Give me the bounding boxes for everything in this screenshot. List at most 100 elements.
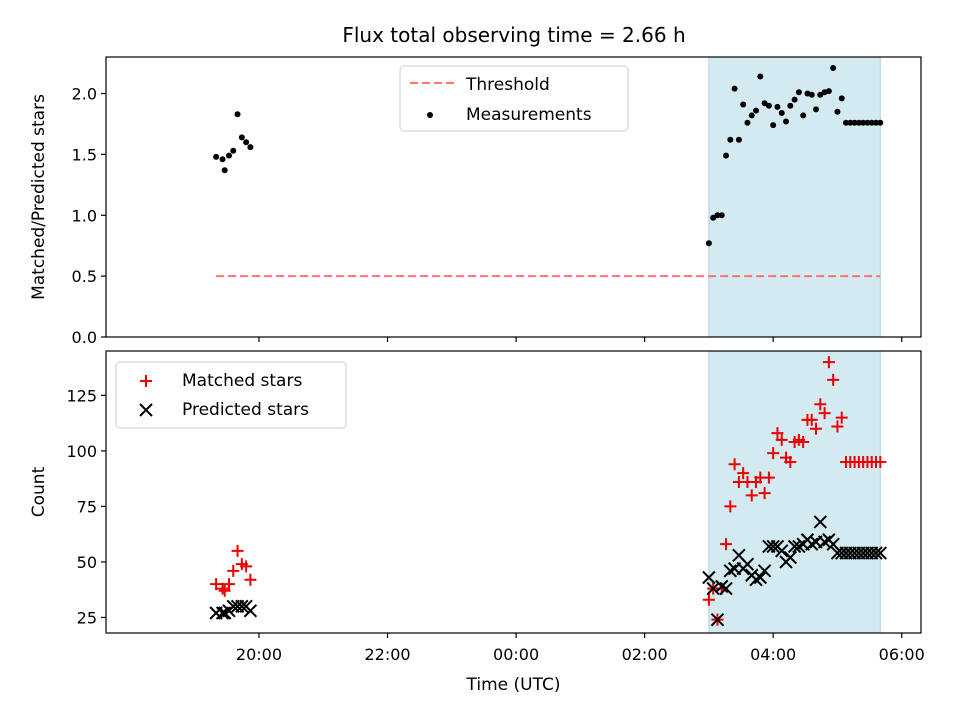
series-x: [209, 515, 888, 627]
measurement-point: [723, 152, 730, 159]
measurement-point: [787, 102, 794, 109]
axes-frame: [105, 56, 922, 338]
measurement-point: [877, 119, 884, 126]
measurement-point: [864, 119, 871, 126]
y-tick-label: 0.0: [72, 328, 97, 347]
predicted-star-point: [740, 557, 755, 571]
legend-measurements-swatch: [427, 112, 433, 118]
y-tick-label: 1.5: [72, 145, 97, 164]
measurement-point: [838, 95, 845, 102]
y-tick-label: 50: [77, 553, 97, 572]
measurement-point: [774, 103, 781, 110]
measurement-point: [825, 88, 832, 95]
measurement-point: [753, 107, 760, 114]
predicted-star-point: [813, 515, 828, 529]
observing-window-band: [708, 351, 881, 633]
y-tick-label: 1.0: [72, 206, 97, 225]
measurement-point: [735, 136, 742, 143]
legend-box: [115, 361, 347, 429]
legend: Matched stars Predicted stars: [115, 361, 347, 429]
measurement-point: [873, 119, 880, 126]
measurement-point: [705, 240, 712, 247]
matched-star-point: [835, 411, 848, 424]
x-tick-label: 04:00: [750, 645, 796, 664]
series-dot: [213, 64, 884, 247]
measurement-point: [830, 64, 837, 71]
matched-star-point: [222, 578, 235, 591]
legend-matched-label: Matched stars: [182, 371, 302, 391]
matched-star-point: [244, 573, 257, 586]
matched-star-point: [784, 456, 797, 469]
measurement-point: [860, 119, 867, 126]
predicted-star-point: [873, 546, 888, 560]
legend-matched-swatch: [140, 375, 152, 387]
measurement-point: [783, 118, 790, 125]
y-axis-label: Matched/Predicted stars: [29, 94, 49, 300]
ratio-panel: 0.0 0.5 1.0 1.5 2.0 Matched/Predicted stars Th…: [29, 56, 922, 347]
matched-star-point: [240, 560, 253, 573]
predicted-star-point: [805, 537, 819, 551]
measurement-point: [808, 91, 815, 98]
predicted-star-point: [719, 581, 733, 596]
measurement-point: [718, 212, 725, 219]
matched-star-point: [874, 456, 887, 469]
measurement-point: [757, 73, 764, 80]
measurement-point: [855, 119, 862, 126]
y-tick-label: 125: [66, 386, 97, 405]
matched-star-point: [767, 447, 780, 460]
predicted-star-point: [757, 564, 772, 578]
matched-star-point: [216, 582, 229, 595]
matched-star-point: [745, 489, 758, 502]
matched-star-point: [814, 398, 827, 411]
measurement-point: [714, 212, 721, 219]
measurement-point: [795, 89, 802, 96]
y-tick-label: 0.5: [72, 267, 97, 286]
matched-star-point: [231, 544, 244, 557]
matched-star-point: [822, 356, 835, 369]
legend-measurements-label: Measurements: [466, 105, 592, 125]
matched-star-point: [210, 578, 223, 591]
x-tick-label: 00:00: [493, 645, 539, 664]
measurement-point: [813, 106, 820, 113]
measurement-point: [238, 134, 245, 141]
matched-star-point: [218, 584, 231, 597]
predicted-star-point: [787, 539, 802, 554]
matched-star-point: [728, 458, 741, 471]
matched-star-point: [805, 413, 818, 426]
matched-star-point: [758, 487, 771, 500]
matched-star-point: [775, 433, 788, 446]
legend-threshold-label: Threshold: [465, 75, 550, 95]
measurement-point: [219, 156, 226, 163]
observing-window-band: [708, 57, 881, 337]
matched-star-point: [797, 436, 810, 449]
measurement-point: [740, 101, 747, 108]
predicted-star-point: [753, 570, 768, 585]
measurement-point: [744, 119, 751, 126]
axes-frame: [105, 350, 922, 634]
measurement-point: [230, 147, 237, 154]
matched-star-point: [818, 407, 831, 420]
predicted-star-point: [217, 606, 232, 620]
predicted-star-point: [706, 581, 720, 596]
legend: Threshold Measurements: [399, 65, 629, 132]
measurement-point: [765, 102, 772, 109]
predicted-star-point: [792, 539, 806, 554]
measurement-point: [731, 85, 738, 92]
count-panel: 25 50 75 100 125 Count 20:00 22:00 00:00 02:00 04:…: [29, 350, 925, 695]
x-tick-label: 20:00: [236, 645, 282, 664]
predicted-star-point: [710, 612, 725, 627]
measurement-point: [800, 112, 807, 119]
measurement-point: [851, 119, 858, 126]
chart-title: Flux total observing time = 2.66 h: [342, 23, 685, 47]
series-plus: [210, 356, 887, 626]
legend-box: [399, 65, 629, 132]
predicted-star-point: [702, 570, 716, 585]
matched-star-point: [827, 373, 840, 386]
measurement-point: [847, 119, 854, 126]
x-tick-label: 06:00: [879, 645, 925, 664]
y-tick-label: 75: [77, 497, 97, 516]
matched-star-point: [810, 422, 823, 435]
matched-star-point: [831, 420, 844, 433]
measurement-point: [791, 96, 798, 103]
